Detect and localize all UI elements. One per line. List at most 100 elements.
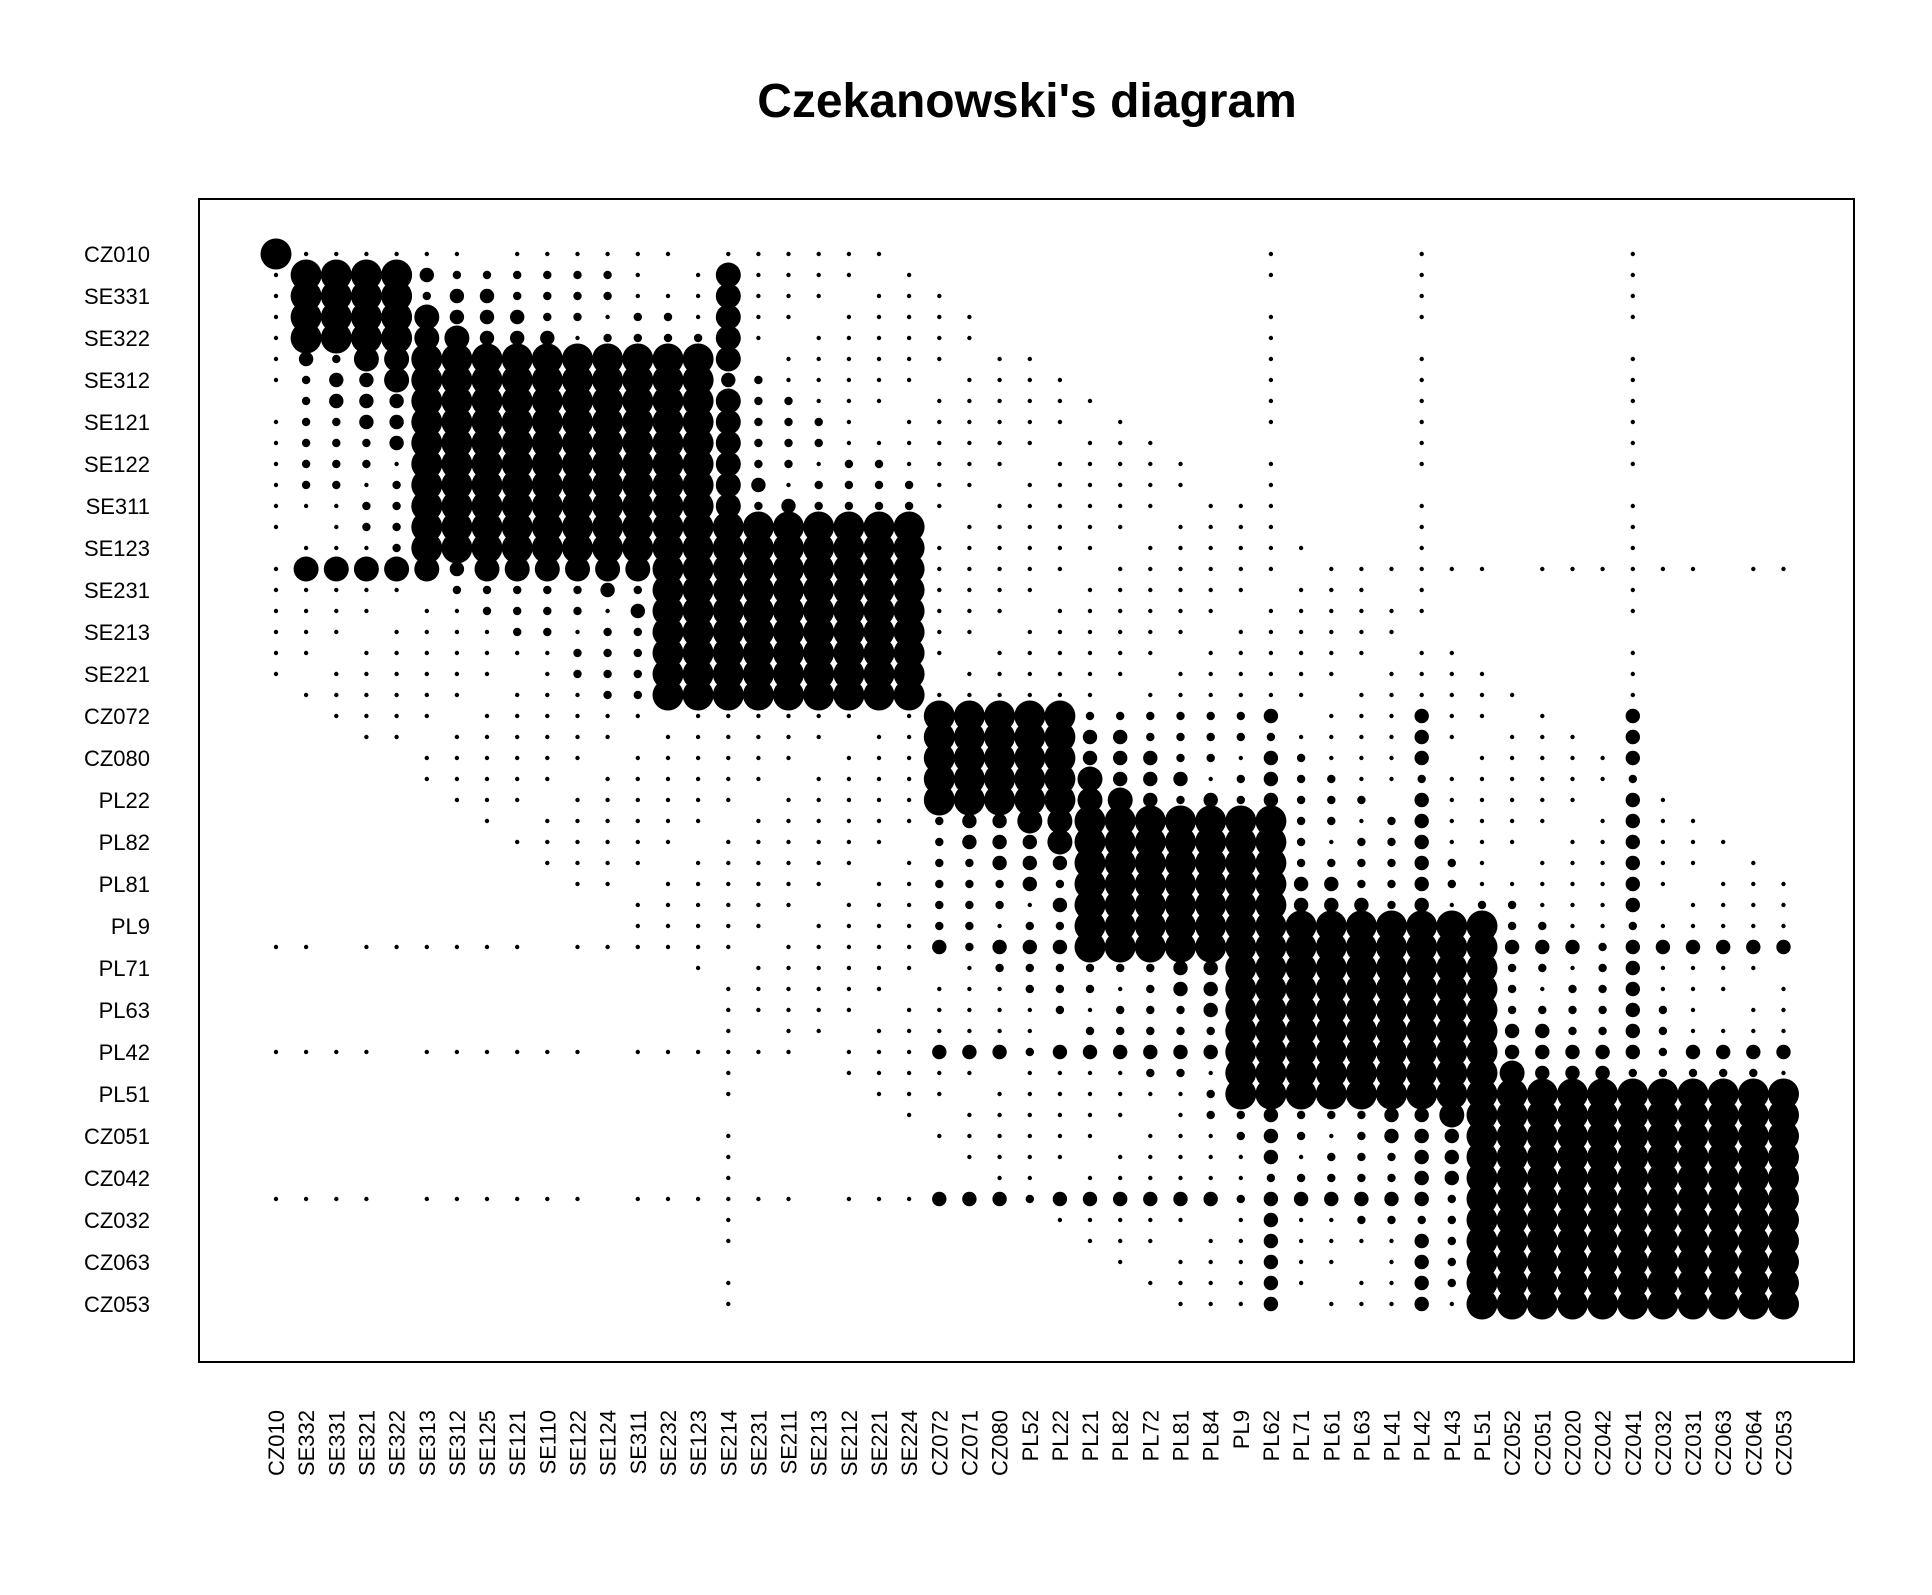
dot-CZ020-SE214 <box>726 1154 731 1160</box>
dot-SE213-CZ010 <box>273 629 279 635</box>
dot-SE312-CZ071 <box>967 377 972 383</box>
dot-CZ041-SE123 <box>695 1196 701 1202</box>
dot-SE231-SE332 <box>303 587 309 593</box>
dot-SE313-PL52 <box>1027 356 1033 362</box>
dot-PL61-PL81 <box>1173 981 1188 997</box>
dot-PL61-PL22 <box>1055 984 1065 994</box>
dot-PL62-CZ052 <box>1504 939 1520 955</box>
dot-SE214-CZ064 <box>1751 566 1756 572</box>
dot-PL72-PL42 <box>1414 855 1429 871</box>
dot-CZ020-CZ080 <box>997 1154 1002 1160</box>
dot-CZ042-PL62 <box>1266 1173 1276 1183</box>
dot-PL21-CZ042 <box>1600 818 1605 824</box>
dot-SE122-SE231 <box>754 459 763 469</box>
dot-CZ010-SE312 <box>454 251 460 257</box>
dot-PL42-CZ032 <box>1658 1047 1668 1057</box>
dot-SE221-CZ071 <box>967 671 972 677</box>
dot-CZ020-PL82 <box>1118 1154 1123 1160</box>
dot-PL72-SE110 <box>545 860 550 866</box>
dot-PL52-SE124 <box>605 776 610 782</box>
dot-SE212-PL71 <box>1298 650 1304 656</box>
dot-SE124-CZ010 <box>273 482 279 488</box>
dot-SE224-PL41 <box>1389 692 1394 698</box>
dot-SE321-SE224 <box>906 314 912 320</box>
dot-CZ072-PL41 <box>1389 713 1394 719</box>
dot-CZ041-SE311 <box>635 1196 640 1202</box>
dot-CZ080-SE311 <box>635 755 640 761</box>
dot-SE322-SE332 <box>290 322 322 354</box>
dot-SE213-PL71 <box>1298 629 1304 635</box>
dot-SE321-SE313 <box>414 304 440 330</box>
dot-CZ051-PL43 <box>1444 1128 1460 1144</box>
dot-SE311-SE221 <box>874 501 884 511</box>
dot-PL81-PL71 <box>1293 876 1309 892</box>
dot-PL42-CZ080 <box>992 1044 1007 1060</box>
dot-SE211-CZ071 <box>967 608 972 614</box>
dot-SE312-CZ080 <box>997 377 1002 383</box>
dot-PL9-SE232 <box>665 923 671 929</box>
dot-PL82-CZ042 <box>1600 839 1605 845</box>
dot-PL52-PL62 <box>1263 771 1279 787</box>
dot-CZ053-CZ052 <box>1496 1288 1528 1320</box>
dot-SE121-SE331 <box>332 417 341 427</box>
dot-PL81-PL22 <box>1055 879 1065 889</box>
dot-PL21-SE231 <box>756 818 761 824</box>
dot-SE123-SE312 <box>441 532 473 564</box>
dot-PL42-CZ041 <box>1625 1044 1641 1060</box>
dot-SE321-PL42 <box>1419 314 1424 320</box>
dot-SE211-PL42 <box>1419 608 1424 614</box>
dot-CZ051-CZ072 <box>937 1133 942 1139</box>
dot-SE123-PL81 <box>1178 545 1183 551</box>
dot-PL82-PL43 <box>1449 839 1455 845</box>
dot-CZ072-SE211 <box>786 713 791 719</box>
dot-SE332-SE125 <box>482 270 492 280</box>
dot-SE211-SE110 <box>543 606 552 616</box>
dot-SE322-SE122 <box>575 335 580 341</box>
dot-SE322-SE121 <box>510 330 525 346</box>
dot-PL21-CZ051 <box>1540 818 1545 824</box>
dot-PL51-PL43 <box>1436 1078 1468 1110</box>
dot-PL52-PL84 <box>1208 776 1213 782</box>
dot-SE231-CZ041 <box>1630 587 1636 593</box>
dot-SE231-SE125 <box>482 585 492 595</box>
dot-CZ052-PL81 <box>1178 1112 1183 1118</box>
dot-SE110-PL21 <box>1087 440 1093 446</box>
dot-CZ010-SE313 <box>424 251 429 257</box>
dot-PL84-CZ080 <box>995 900 1004 910</box>
dot-PL81-CZ042 <box>1600 881 1605 887</box>
dot-CZ020-PL9 <box>1238 1154 1244 1160</box>
dot-PL21-PL61 <box>1327 816 1336 826</box>
dot-CZ010-SE212 <box>846 251 852 257</box>
dot-SE125-PL21 <box>1087 398 1093 404</box>
dot-CZ072-PL72 <box>1146 711 1155 721</box>
dot-PL22-PL82 <box>1107 787 1133 813</box>
dot-CZ020-PL71 <box>1298 1154 1304 1160</box>
dot-CZ042-CZ080 <box>997 1175 1002 1181</box>
dot-SE312-SE332 <box>301 375 311 385</box>
dot-CZ032-SE214 <box>726 1217 731 1223</box>
x-tick-label: CZ063 <box>1711 1410 1736 1476</box>
y-tick-label: SE312 <box>84 368 150 393</box>
dot-CZ071-SE121 <box>515 734 520 740</box>
y-tick-labels: CZ010 SE331 SE322 SE312 SE121 SE122 SE311 SE123… <box>84 242 150 1317</box>
dot-PL42-SE212 <box>846 1049 852 1055</box>
dot-PL22-PL51 <box>1479 797 1485 803</box>
dot-CZ031-PL43 <box>1447 1236 1457 1246</box>
dot-SE124-SE211 <box>786 482 791 488</box>
x-tick-label: SE331 <box>324 1410 349 1476</box>
dot-PL41-CZ063 <box>1721 1028 1726 1034</box>
dot-CZ080-PL72 <box>1143 750 1158 766</box>
dot-CZ020-PL42 <box>1414 1149 1429 1165</box>
y-tick-label: SE311 <box>86 494 150 519</box>
dot-SE214-SE125 <box>474 556 500 582</box>
dot-SE212-CZ072 <box>937 650 942 656</box>
dot-PL63-CZ051 <box>1538 1005 1547 1015</box>
dot-SE311-PL42 <box>1419 503 1424 509</box>
dot-CZ080-SE214 <box>726 755 731 761</box>
dot-SE312-PL52 <box>1027 377 1033 383</box>
dot-PL52-CZ042 <box>1600 776 1605 782</box>
dot-SE213-CZ072 <box>937 629 942 635</box>
dot-PL84-PL71 <box>1293 897 1309 913</box>
dot-SE125-SE321 <box>359 393 374 409</box>
dot-PL9-CZ052 <box>1507 921 1517 931</box>
